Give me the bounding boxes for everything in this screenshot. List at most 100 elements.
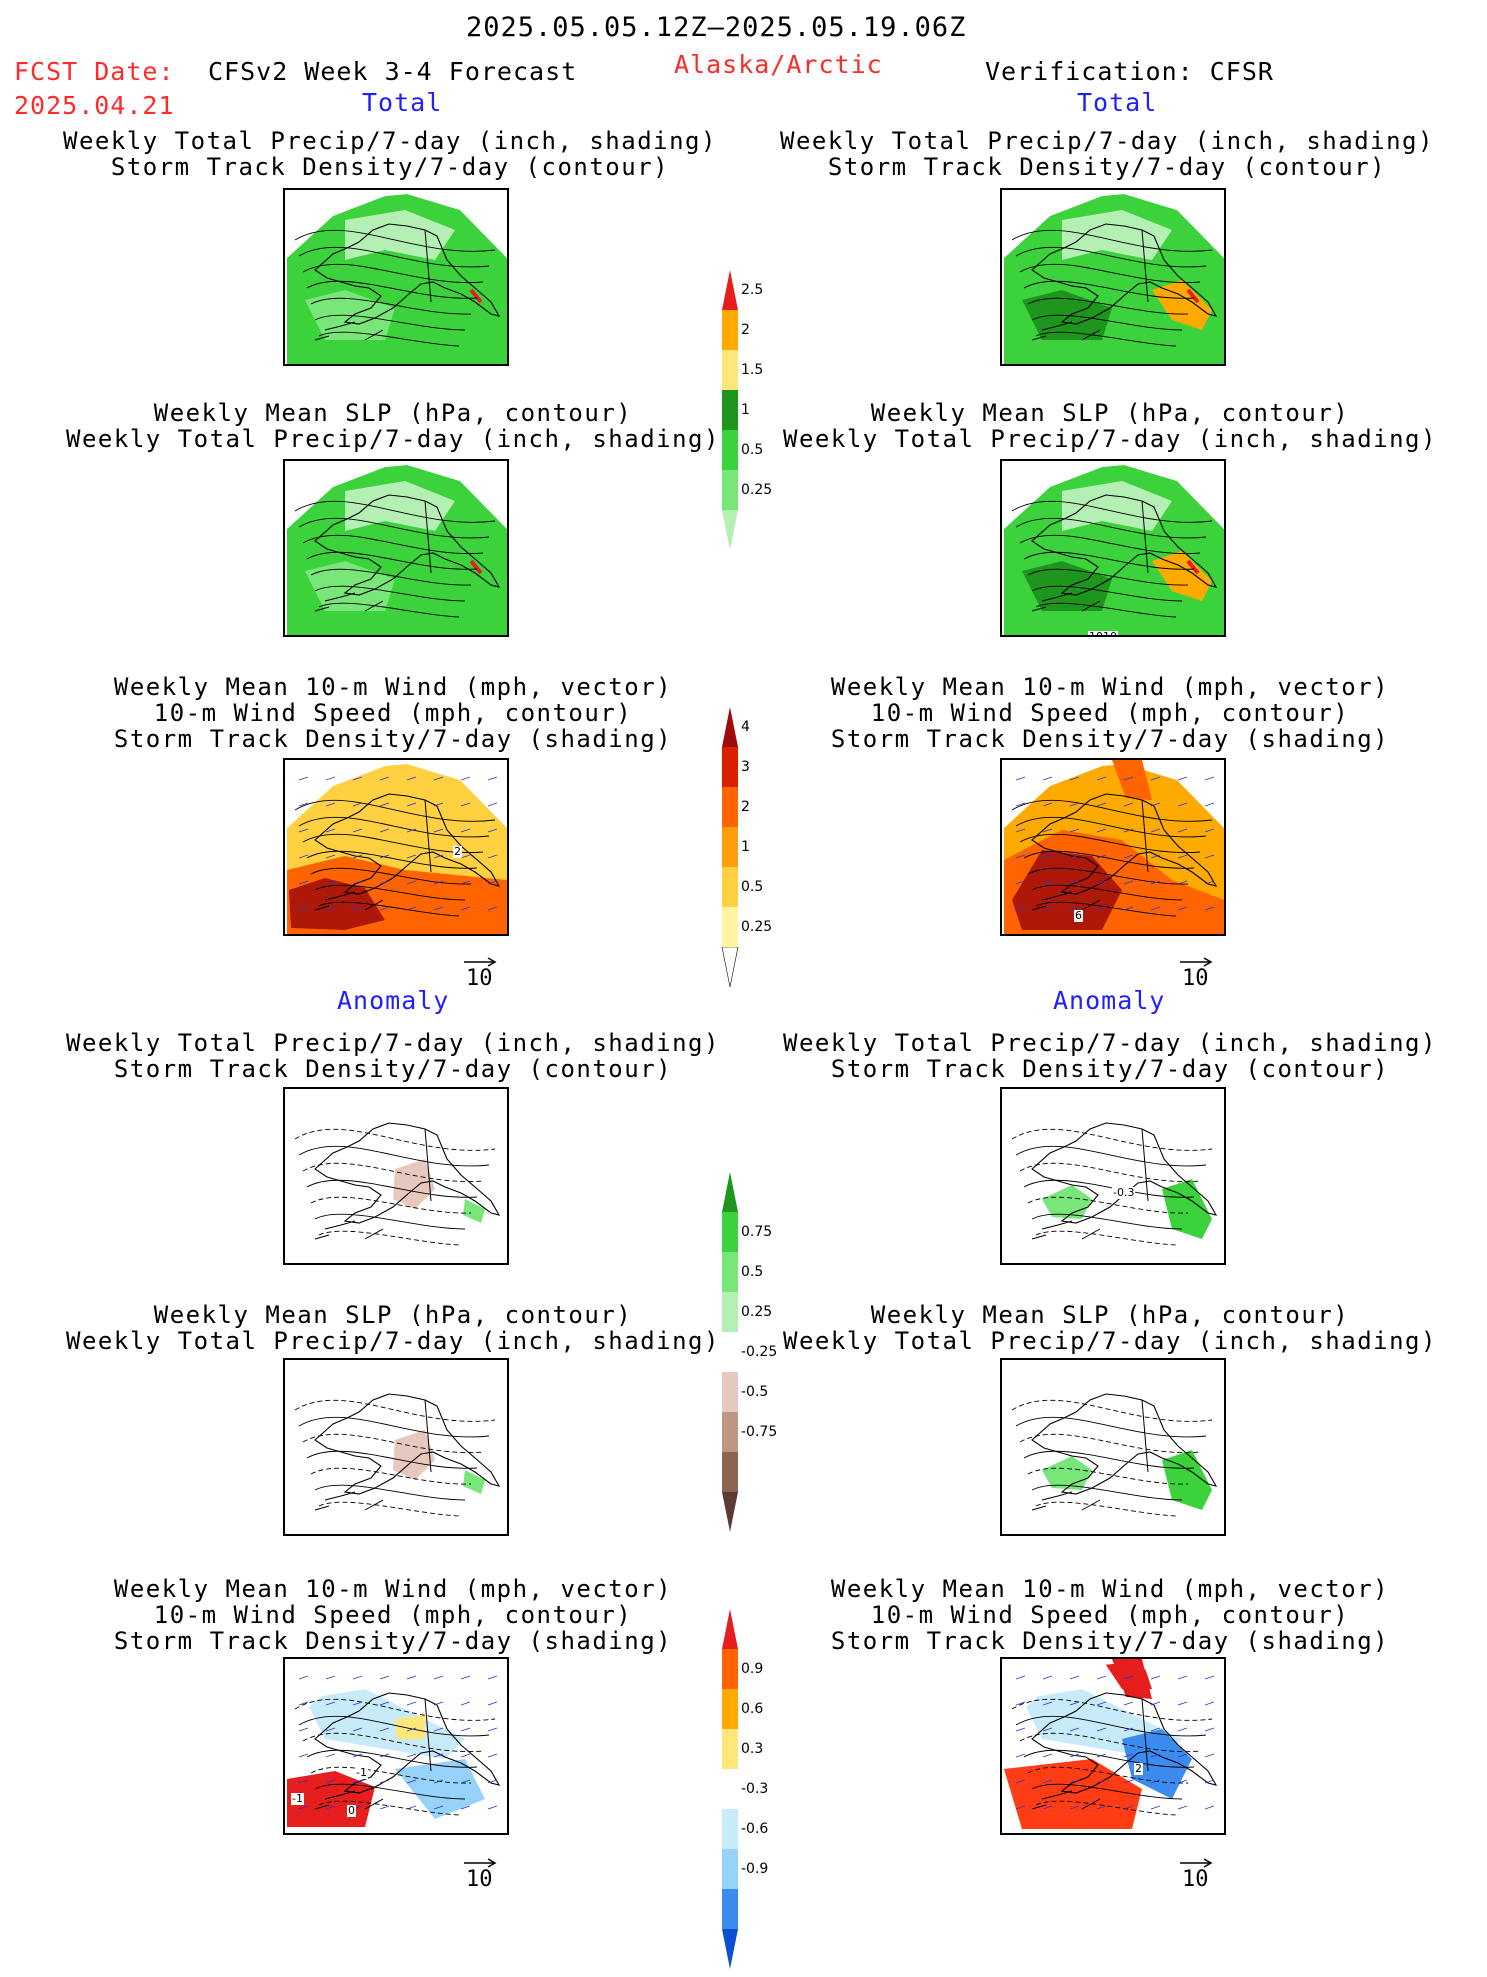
colorbar-swatch [721, 946, 739, 988]
anom-green [463, 1199, 485, 1223]
colorbar-swatch [722, 310, 738, 350]
model-title: CFSv2 Week 3-4 Forecast [208, 57, 578, 86]
fan-mask [1002, 1659, 1224, 1727]
border-line [1141, 799, 1149, 873]
panel-title-line: Weekly Mean SLP (hPa, contour) [870, 399, 1350, 427]
map-panel-precip-anom-obs: -0.3 [1000, 1087, 1226, 1265]
anom-light-blue [305, 1689, 465, 1759]
fan-mask [1002, 190, 1224, 258]
colorbar-tick-label: 2 [741, 322, 750, 338]
fan-mask [285, 461, 507, 529]
anom-green [1042, 1185, 1092, 1219]
panel-title-line: Storm Track Density/7-day (shading) [113, 725, 673, 753]
colorbar-tick-label: 1 [741, 402, 750, 418]
colorbar-tick-label: 0.9 [741, 1661, 764, 1677]
panel-title-line: Storm Track Density/7-day (contour) [827, 153, 1387, 181]
fan-mask [285, 760, 507, 828]
contour-label: 2 [453, 845, 462, 858]
colorbar-precip_anomaly_colorbar: -0.75 -0.5 -0.25 0.25 0.5 0.75 [722, 1172, 802, 1540]
coastline [1031, 1393, 1218, 1495]
vector-key-label: 10 [1182, 1867, 1209, 1892]
coastline [1031, 1692, 1218, 1794]
colorbar-swatch [722, 1689, 738, 1729]
coastline [1031, 494, 1218, 596]
colorbar-tick-label: 0.25 [741, 482, 773, 498]
anom-brown [393, 1430, 435, 1480]
colorbar-tick-label: 0.6 [741, 1701, 764, 1717]
wind-vectors [1015, 1675, 1215, 1810]
anom-green [463, 1470, 485, 1494]
aleutians [314, 1790, 384, 1810]
shading-light [345, 210, 455, 260]
panel-title-line: Weekly Total Precip/7-day (inch, shading… [783, 425, 1437, 453]
colorbar-storm_density_anomaly_colorbar: -0.9 -0.6 -0.3 0.3 0.6 0.9 [722, 1609, 802, 1977]
colorbar-tick-label: -0.5 [741, 1384, 769, 1400]
verification-title: Verification: CFSR [985, 57, 1274, 86]
colorbar-tick-label: 2.5 [741, 282, 764, 298]
panel-title-line: Weekly Total Precip/7-day (inch, shading… [66, 1029, 720, 1057]
anom-red [1004, 1759, 1142, 1829]
map-panel-storm-total-obs: 6 [1000, 758, 1226, 936]
vector-key-arrow-icon [1180, 1858, 1213, 1868]
shading-light [1062, 481, 1172, 531]
colorbar-swatch [722, 787, 738, 827]
shading-red [469, 288, 483, 304]
aleutians [314, 321, 384, 341]
panel-title-line: Weekly Total Precip/7-day (inch, shading… [783, 1327, 1437, 1355]
colorbar-swatch [722, 470, 738, 510]
colorbar-swatch [722, 1609, 738, 1649]
vector-key-arrow-icon [1180, 957, 1213, 967]
colorbar-tick-label: 4 [741, 719, 750, 735]
aleutians [314, 891, 384, 911]
panel-title-line: Storm Track Density/7-day (shading) [113, 1627, 673, 1655]
fan-mask [285, 190, 507, 258]
colorbar-tick-label: -0.6 [741, 1821, 769, 1837]
map-panel-slp-total-fcst [283, 459, 509, 637]
coastline [314, 793, 501, 895]
panel-title-line: Weekly Mean 10-m Wind (mph, vector) [113, 673, 673, 701]
panel-title-line: Weekly Total Precip/7-day (inch, shading… [63, 127, 717, 155]
border-line [1141, 229, 1149, 303]
vector-key-anomaly-right: 10 [1178, 1851, 1218, 1892]
contour-label: 1010 [1088, 631, 1118, 635]
colorbar-swatch [722, 707, 738, 747]
region-title: Alaska/Arctic [674, 50, 883, 79]
panel-title-line: Weekly Mean SLP (hPa, contour) [870, 1301, 1350, 1329]
anom-green-se [1162, 1179, 1212, 1239]
colorbar-tick-label: 0.5 [741, 442, 764, 458]
colorbar-swatch [722, 1889, 738, 1929]
shading-arctic [1112, 760, 1152, 800]
panel-title-line: Weekly Total Precip/7-day (inch, shading… [783, 1029, 1437, 1057]
vector-key-total-right: 10 [1178, 950, 1218, 991]
colorbar-swatch [722, 1172, 738, 1212]
colorbar-storm_density_total_colorbar: 0.25 0.5 1 2 3 4 [721, 707, 802, 995]
coastline [314, 494, 501, 596]
map-panel-precip-anom-fcst [283, 1087, 509, 1265]
wind-vectors [1015, 776, 1215, 911]
coastline [1031, 1122, 1218, 1224]
colorbar-swatch [722, 1849, 738, 1889]
colorbar-swatch [722, 827, 738, 867]
colorbar-swatch [722, 1452, 738, 1492]
colorbar-swatch [722, 1769, 738, 1809]
colorbar-tick-label: -0.25 [741, 1344, 778, 1360]
colorbar-swatch [722, 1649, 738, 1689]
contour-label: 6 [1074, 909, 1083, 922]
panel-title-line: 10-m Wind Speed (mph, contour) [153, 1601, 633, 1629]
border-line [1141, 1128, 1149, 1202]
colorbar-tick-label: -0.75 [741, 1424, 778, 1440]
coastline [314, 1692, 501, 1794]
aleutians [1031, 1790, 1101, 1810]
colorbar-swatch [722, 390, 738, 430]
colorbar-swatch [722, 1729, 738, 1769]
map-panel-precip-total-fcst [283, 188, 509, 366]
fan-mask [285, 1089, 507, 1157]
panel-title-line: Weekly Total Precip/7-day (inch, shading… [66, 1327, 720, 1355]
aleutians [1031, 891, 1101, 911]
colorbar-precip_total_colorbar: 0.25 0.5 1 1.5 2 2.5 [722, 270, 802, 558]
colorbar-swatch [722, 747, 738, 787]
colorbar-tick-label: 0.5 [741, 1264, 764, 1280]
vector-key-total-left: 10 [462, 950, 502, 991]
border-line [424, 1399, 432, 1473]
colorbar-swatch [722, 1372, 738, 1412]
